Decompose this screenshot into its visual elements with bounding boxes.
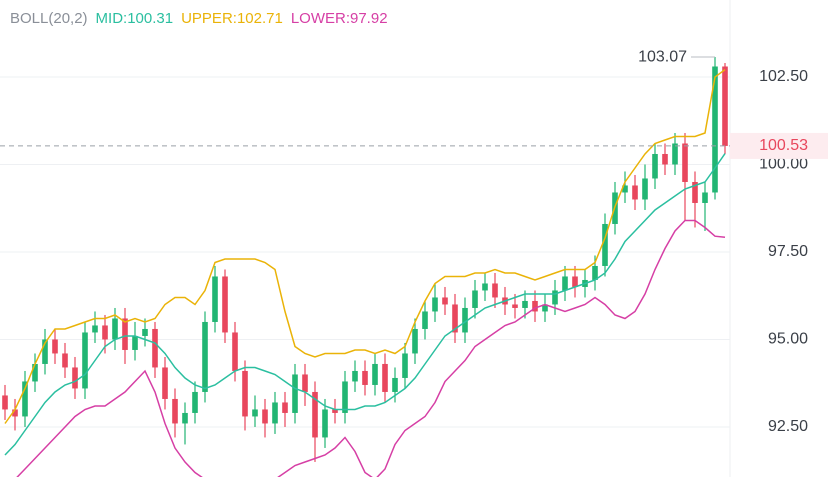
candle-body bbox=[242, 370, 248, 417]
candle-body bbox=[572, 276, 578, 287]
candle-body bbox=[542, 304, 548, 312]
legend-entry: UPPER:102.71 bbox=[181, 10, 283, 27]
candle-body bbox=[122, 318, 128, 350]
candle-body bbox=[462, 307, 468, 333]
candle-body bbox=[162, 367, 168, 399]
candle-body bbox=[632, 185, 638, 200]
candle-body bbox=[102, 325, 108, 340]
candle-body bbox=[212, 276, 218, 322]
candle-body bbox=[262, 409, 268, 424]
candle-body bbox=[22, 381, 28, 417]
candle-body bbox=[402, 353, 408, 378]
y-tick-label: 92.50 bbox=[768, 418, 808, 435]
candle-body bbox=[472, 290, 478, 308]
candle-body bbox=[592, 265, 598, 280]
candle-body bbox=[32, 363, 38, 382]
last-price-badge bbox=[730, 132, 828, 159]
candle-body bbox=[12, 409, 18, 417]
plot-area bbox=[2, 57, 728, 477]
candle-body bbox=[132, 335, 138, 350]
candle-body bbox=[662, 153, 668, 165]
candle-body bbox=[42, 339, 48, 364]
legend-entry: MID:100.31 bbox=[96, 10, 174, 27]
band-line bbox=[4, 153, 726, 456]
candle-body bbox=[232, 332, 238, 371]
candle-body bbox=[522, 300, 528, 308]
max-label: 103.07 bbox=[638, 48, 687, 65]
candle-body bbox=[72, 367, 78, 389]
candle-body bbox=[552, 290, 558, 305]
candle-body bbox=[602, 223, 608, 266]
candle-body bbox=[202, 321, 208, 392]
candle-body bbox=[332, 409, 338, 413]
candle-body bbox=[322, 409, 328, 438]
candle-body bbox=[722, 66, 728, 146]
candle-body bbox=[642, 178, 648, 200]
candle-body bbox=[252, 409, 258, 417]
y-tick-label: 100.00 bbox=[759, 156, 808, 173]
candle-body bbox=[282, 402, 288, 413]
y-tick-label: 102.50 bbox=[759, 68, 808, 85]
candle-body bbox=[152, 328, 158, 368]
candle-body bbox=[452, 304, 458, 333]
candle-body bbox=[702, 192, 708, 203]
candle-body bbox=[412, 328, 418, 354]
candle-body bbox=[682, 143, 688, 182]
candle-body bbox=[532, 300, 538, 312]
candle-body bbox=[442, 297, 448, 305]
candle-body bbox=[432, 297, 438, 312]
candle-body bbox=[492, 283, 498, 298]
candle-body bbox=[302, 374, 308, 392]
candle-body bbox=[352, 370, 358, 382]
candle-body bbox=[422, 311, 428, 329]
candle-body bbox=[482, 283, 488, 291]
candle-body bbox=[222, 276, 228, 333]
candle-body bbox=[372, 363, 378, 385]
band-line bbox=[4, 68, 726, 424]
candle-body bbox=[82, 332, 88, 389]
candle-body bbox=[142, 328, 148, 336]
legend-entry: LOWER:97.92 bbox=[291, 10, 388, 27]
candle-body bbox=[712, 66, 718, 193]
candle-body bbox=[272, 402, 278, 424]
indicator-label: BOLL(20,2) bbox=[10, 10, 88, 27]
candle-body bbox=[112, 318, 118, 340]
candle-body bbox=[342, 381, 348, 413]
candle-body bbox=[652, 153, 658, 179]
header: BOLL(20,2) MID:100.31 UPPER:102.71 LOWER:9… bbox=[10, 10, 388, 27]
candle-body bbox=[562, 276, 568, 291]
y-tick-label: 95.00 bbox=[768, 331, 808, 348]
candle-body bbox=[672, 143, 678, 165]
candle-body bbox=[172, 398, 178, 424]
candle-body bbox=[192, 391, 198, 413]
last-price-label: 100.53 bbox=[759, 137, 808, 154]
candle-body bbox=[52, 339, 58, 354]
candle-body bbox=[392, 377, 398, 392]
candle-body bbox=[512, 304, 518, 308]
candle-body bbox=[692, 181, 698, 203]
candle-body bbox=[92, 325, 98, 333]
y-tick-label: 97.50 bbox=[768, 243, 808, 260]
candle-body bbox=[2, 395, 8, 410]
candle-body bbox=[362, 370, 368, 385]
candle-body bbox=[182, 412, 188, 424]
candle-body bbox=[62, 353, 68, 368]
candle-body bbox=[292, 374, 298, 413]
candle-body bbox=[622, 185, 628, 193]
candle-body bbox=[312, 391, 318, 438]
band-line bbox=[16, 219, 726, 477]
candle-body bbox=[382, 363, 388, 392]
